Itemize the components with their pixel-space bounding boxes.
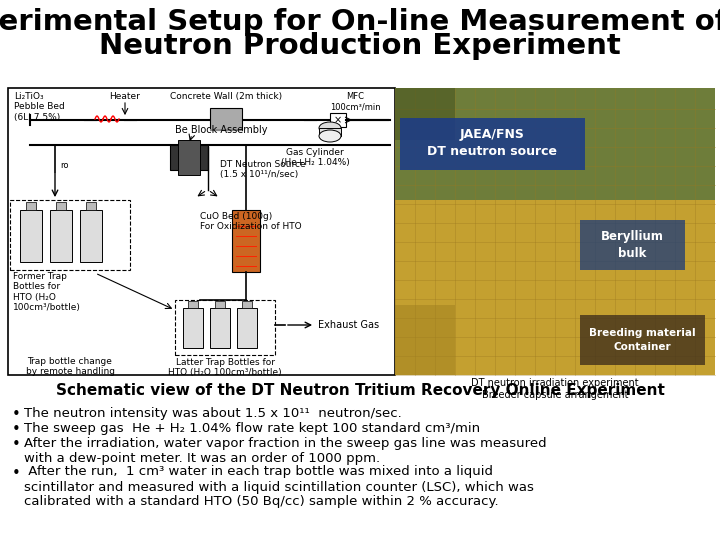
Bar [242, 301, 252, 308]
Text: Breeding material
Container: Breeding material Container [589, 328, 696, 352]
Text: After the run,  1 cm³ water in each trap bottle was mixed into a liquid
scintill: After the run, 1 cm³ water in each trap … [24, 465, 534, 509]
Text: DT Neutron Source
(1.5 x 10¹¹/n/sec): DT Neutron Source (1.5 x 10¹¹/n/sec) [220, 160, 305, 179]
Bar [188, 301, 198, 308]
Text: DT neutron irradiation experiment
Breeder capsule arrangement: DT neutron irradiation experiment Breede… [471, 378, 639, 400]
Text: The neutron intensity was about 1.5 x 10¹¹  neutron/sec.: The neutron intensity was about 1.5 x 10… [24, 407, 402, 420]
Bar [8, 88, 395, 375]
Bar [395, 88, 455, 140]
Bar [10, 200, 130, 270]
Bar [395, 200, 715, 375]
Text: Trap bottle change
by remote handling: Trap bottle change by remote handling [25, 357, 114, 376]
Ellipse shape [319, 130, 341, 142]
Bar [56, 202, 66, 210]
Ellipse shape [319, 122, 341, 134]
Bar [175, 300, 275, 355]
Text: Heater: Heater [109, 92, 140, 101]
Bar [20, 210, 42, 262]
Bar [210, 308, 230, 348]
Bar [237, 308, 257, 348]
Bar [178, 140, 200, 175]
Bar [400, 118, 585, 170]
Bar [210, 108, 242, 130]
Bar [50, 210, 72, 262]
Text: Neutron Production Experiment: Neutron Production Experiment [99, 32, 621, 60]
Text: Be Block Assembly: Be Block Assembly [175, 125, 268, 135]
Bar [580, 315, 705, 365]
Bar [395, 305, 455, 375]
Text: Gas Cylinder
(He+H₂ 1.04%): Gas Cylinder (He+H₂ 1.04%) [281, 148, 349, 167]
Text: •: • [12, 437, 21, 452]
Bar [170, 145, 208, 170]
Text: Latter Trap Bottles for
HTO (H₂O 100cm³/bottle): Latter Trap Bottles for HTO (H₂O 100cm³/… [168, 358, 282, 377]
Text: Former Trap
Bottles for
HTO (H₂O
100cm³/bottle): Former Trap Bottles for HTO (H₂O 100cm³/… [13, 272, 81, 312]
Bar [215, 301, 225, 308]
Text: •: • [12, 422, 21, 437]
Text: Li₂TiO₃
Pebble Bed
(6Li 7.5%): Li₂TiO₃ Pebble Bed (6Li 7.5%) [14, 92, 65, 122]
Text: Exhaust Gas: Exhaust Gas [318, 320, 379, 330]
Text: CuO Bed (100g)
For Oxidization of HTO: CuO Bed (100g) For Oxidization of HTO [200, 212, 302, 232]
Text: Experimental Setup for On-line Measurement of DT: Experimental Setup for On-line Measureme… [0, 8, 720, 36]
Bar [183, 308, 203, 348]
Bar [395, 88, 715, 200]
Bar [330, 113, 346, 127]
Text: •: • [12, 407, 21, 422]
Text: MFC
100cm³/min: MFC 100cm³/min [330, 92, 380, 111]
Text: Beryllium
bulk: Beryllium bulk [600, 230, 663, 260]
Text: Concrete Wall (2m thick): Concrete Wall (2m thick) [170, 92, 282, 101]
Text: ro: ro [60, 160, 68, 170]
Bar [26, 202, 36, 210]
Bar [232, 210, 260, 272]
Text: After the irradiation, water vapor fraction in the sweep gas line was measured
w: After the irradiation, water vapor fract… [24, 437, 546, 465]
Text: The sweep gas  He + H₂ 1.04% flow rate kept 100 standard cm³/min: The sweep gas He + H₂ 1.04% flow rate ke… [24, 422, 480, 435]
Bar [80, 210, 102, 262]
Bar [580, 220, 685, 270]
Bar [319, 128, 341, 136]
Text: •: • [12, 465, 21, 481]
Text: Schematic view of the DT Neutron Tritium Recovery Online Experiment: Schematic view of the DT Neutron Tritium… [55, 383, 665, 398]
Bar [86, 202, 96, 210]
Bar [210, 129, 242, 131]
Text: ×: × [334, 115, 342, 125]
Text: JAEA/FNS
DT neutron source: JAEA/FNS DT neutron source [427, 128, 557, 158]
